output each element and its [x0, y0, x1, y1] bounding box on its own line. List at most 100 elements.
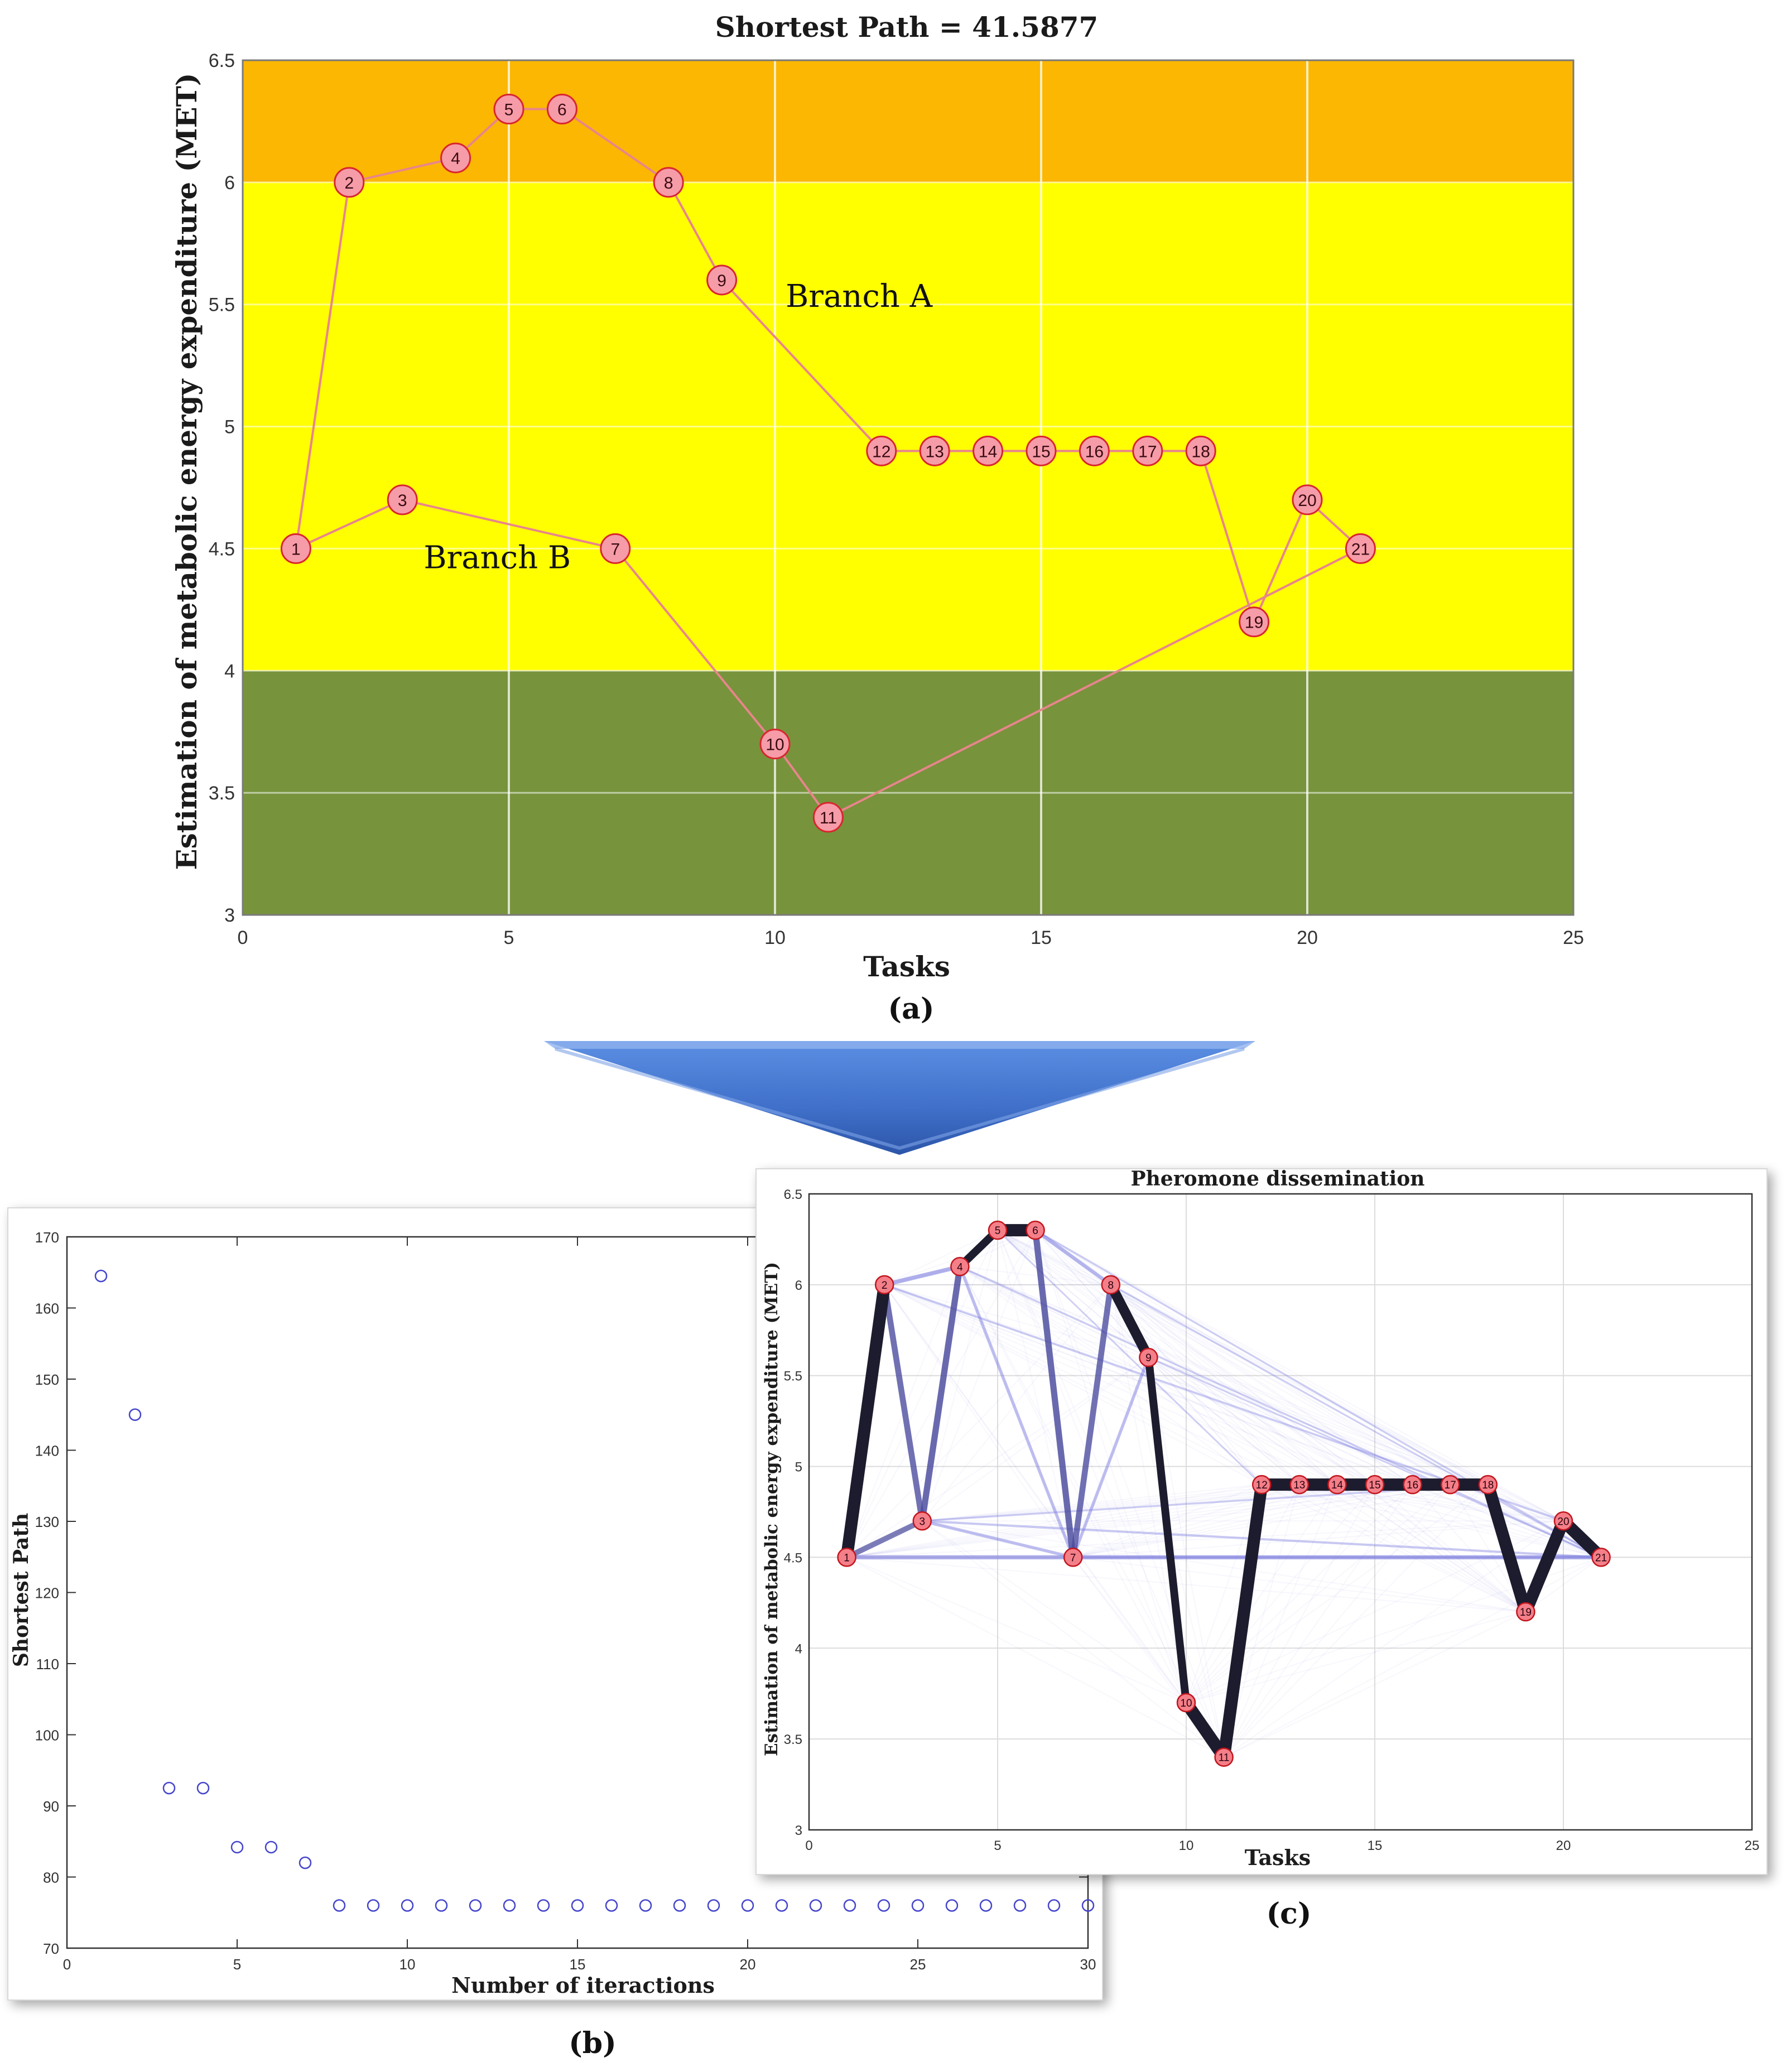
- chart-a-xlabel: Tasks: [863, 950, 950, 983]
- scatter-point: [230, 1840, 244, 1854]
- node-15: 15: [1365, 1475, 1385, 1495]
- pheromone-edge-6-21: [1034, 1229, 1602, 1559]
- pheromone-trace: [1148, 1357, 1300, 1485]
- edge-6-8: [561, 108, 670, 184]
- node-21: 21: [1591, 1548, 1611, 1567]
- chart-c-ylabel: Estimation of metabolic energy expenditu…: [762, 1262, 782, 1756]
- node-18: 18: [1478, 1475, 1498, 1495]
- scatter-point: [264, 1840, 278, 1854]
- chart-a-zones: [243, 60, 1573, 915]
- node-5: 5: [988, 1220, 1008, 1240]
- pheromone-trace: [997, 1230, 1564, 1522]
- node-label: 6: [557, 101, 567, 119]
- chart-c-title: Pheromone dissemination: [1131, 1167, 1425, 1191]
- node-label: 10: [766, 736, 784, 754]
- node-8: 8: [653, 167, 684, 198]
- pheromone-edge-6-8: [1033, 1228, 1113, 1287]
- node-label: 15: [1369, 1480, 1380, 1491]
- x-tick-label: 15: [570, 1956, 586, 1973]
- node-marker: [493, 94, 524, 125]
- pheromone-trace: [1148, 1357, 1413, 1486]
- pheromone-trace: [1186, 1484, 1338, 1703]
- node-marker: [812, 802, 844, 833]
- node-label: 21: [1595, 1552, 1607, 1564]
- x-tick-label: 5: [504, 927, 514, 948]
- node-marker: [1403, 1475, 1422, 1495]
- branch-annotation: Branch A: [786, 278, 933, 315]
- node-label: 8: [664, 174, 673, 192]
- node-9: 9: [1139, 1347, 1158, 1367]
- pheromone-trace: [959, 1266, 1187, 1703]
- edge-18-19: [1200, 450, 1255, 623]
- node-label: 12: [872, 442, 890, 461]
- y-tick-label: 4: [224, 661, 235, 682]
- node-marker: [1185, 435, 1216, 466]
- scatter-point: [1013, 1899, 1027, 1912]
- node-10: 10: [1176, 1693, 1196, 1713]
- y-tick-label: 130: [35, 1514, 59, 1530]
- node-marker: [1063, 1548, 1083, 1567]
- node-label: 18: [1192, 442, 1210, 461]
- pheromone-trace: [960, 1266, 1111, 1285]
- x-tick-label: 10: [1179, 1838, 1194, 1853]
- pheromone-trace: [1412, 1484, 1527, 1612]
- node-marker: [1478, 1475, 1498, 1495]
- scatter-point: [843, 1899, 856, 1912]
- node-marker: [1132, 435, 1163, 466]
- x-tick-label: 25: [910, 1956, 926, 1973]
- pheromone-trace: [1261, 1484, 1526, 1613]
- node-marker: [912, 1511, 932, 1531]
- chart-b-ylabel: Shortest Path: [9, 1513, 33, 1667]
- node-marker: [280, 533, 311, 564]
- node-marker: [919, 435, 950, 466]
- node-label: 1: [291, 540, 301, 558]
- node-marker: [1365, 1475, 1385, 1495]
- node-17: 17: [1440, 1475, 1460, 1495]
- node-label: 14: [1331, 1480, 1344, 1491]
- edge-1-3: [295, 499, 403, 550]
- pheromone-trace: [1186, 1484, 1413, 1703]
- node-marker: [837, 1548, 856, 1567]
- y-tick-label: 5: [795, 1460, 802, 1475]
- scatter-point: [162, 1781, 176, 1795]
- node-marker: [1516, 1602, 1535, 1622]
- y-tick-label: 140: [35, 1443, 59, 1459]
- scatter-point: [639, 1899, 652, 1912]
- node-label: 17: [1138, 442, 1157, 461]
- pheromone-trace: [959, 1266, 1262, 1485]
- node-20: 20: [1292, 484, 1323, 515]
- pheromone-trace: [997, 1230, 1187, 1703]
- scatter-point: [605, 1899, 618, 1912]
- x-tick-label: 10: [399, 1956, 416, 1973]
- node-marker: [1176, 1693, 1196, 1713]
- x-tick-label: 20: [1556, 1838, 1571, 1853]
- node-marker: [1101, 1275, 1121, 1295]
- node-marker: [1139, 1347, 1158, 1367]
- y-tick-label: 5.5: [209, 295, 235, 316]
- pheromone-trace: [1186, 1484, 1375, 1703]
- pheromone-edge-18-19: [1481, 1478, 1532, 1618]
- node-5: 5: [493, 94, 524, 125]
- node-marker: [759, 729, 791, 760]
- pheromone-trace: [997, 1230, 1602, 1558]
- node-marker: [988, 1220, 1008, 1240]
- pheromone-trace: [1073, 1557, 1526, 1613]
- scatter-point: [673, 1899, 686, 1912]
- edge-7-10: [614, 548, 776, 745]
- node-10: 10: [759, 729, 791, 760]
- y-tick-label: 6: [224, 172, 235, 194]
- node-marker: [1553, 1511, 1573, 1531]
- x-tick-label: 25: [1563, 927, 1584, 948]
- scatter-point: [94, 1269, 108, 1283]
- chart-a-ylabel: Estimation of metabolic energy expenditu…: [170, 73, 203, 870]
- y-tick-label: 110: [36, 1656, 59, 1673]
- scatter-point: [877, 1899, 890, 1912]
- pheromone-edge-11-12: [1217, 1478, 1268, 1763]
- pheromone-edge-9-10: [1144, 1353, 1190, 1707]
- node-marker: [440, 142, 471, 174]
- chart-c-plot-frame: [808, 1193, 1753, 1831]
- scatter-point: [401, 1899, 414, 1912]
- scatter-point: [1047, 1899, 1061, 1912]
